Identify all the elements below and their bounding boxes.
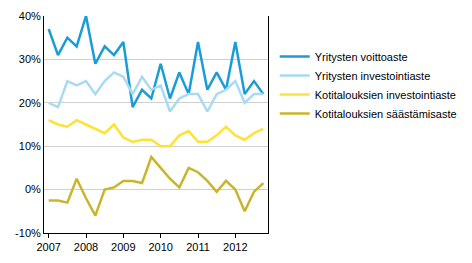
svg-text:Yritysten investointiaste: Yritysten investointiaste	[315, 70, 431, 82]
svg-text:20%: 20%	[19, 97, 41, 109]
svg-text:0%: 0%	[25, 183, 41, 195]
svg-text:2008: 2008	[74, 241, 98, 253]
svg-text:2012: 2012	[223, 241, 247, 253]
svg-text:Kotitalouksien säästämisaste: Kotitalouksien säästämisaste	[315, 108, 457, 120]
svg-text:Yritysten voittoaste: Yritysten voittoaste	[315, 51, 408, 63]
svg-text:2009: 2009	[111, 241, 135, 253]
svg-text:10%: 10%	[19, 140, 41, 152]
svg-text:2010: 2010	[148, 241, 172, 253]
svg-text:40%: 40%	[19, 10, 41, 22]
svg-text:Kotitalouksien investointiaste: Kotitalouksien investointiaste	[315, 89, 456, 101]
svg-text:2011: 2011	[186, 241, 210, 253]
svg-text:-10%: -10%	[15, 227, 41, 239]
svg-text:2007: 2007	[36, 241, 60, 253]
svg-text:30%: 30%	[19, 53, 41, 65]
